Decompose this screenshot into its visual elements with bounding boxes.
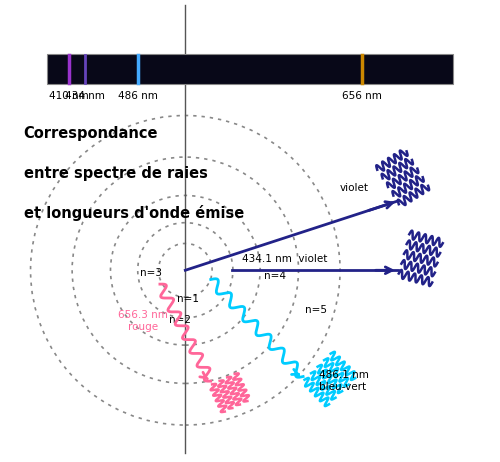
Text: et longueurs d'onde émise: et longueurs d'onde émise bbox=[24, 205, 244, 220]
Text: Correspondance: Correspondance bbox=[24, 127, 158, 141]
Text: 486 nm: 486 nm bbox=[118, 91, 158, 101]
Text: 656 nm: 656 nm bbox=[342, 91, 382, 101]
Bar bbox=[46, 54, 454, 84]
Text: 434 nm: 434 nm bbox=[64, 91, 104, 101]
Text: 410 nm: 410 nm bbox=[49, 91, 89, 101]
Text: entre spectre de raies: entre spectre de raies bbox=[24, 166, 208, 181]
Text: 656.3 nm
rouge: 656.3 nm rouge bbox=[118, 310, 168, 332]
Text: 486.1 nm
bleu-vert: 486.1 nm bleu-vert bbox=[320, 371, 369, 392]
Text: 434.1 nm  violet: 434.1 nm violet bbox=[242, 254, 328, 264]
Text: n=1: n=1 bbox=[176, 294, 199, 304]
Text: n=2: n=2 bbox=[169, 315, 191, 325]
Text: violet: violet bbox=[340, 183, 369, 193]
Text: n=3: n=3 bbox=[140, 267, 162, 278]
Text: n=5: n=5 bbox=[304, 304, 326, 315]
Text: n=4: n=4 bbox=[264, 271, 286, 281]
